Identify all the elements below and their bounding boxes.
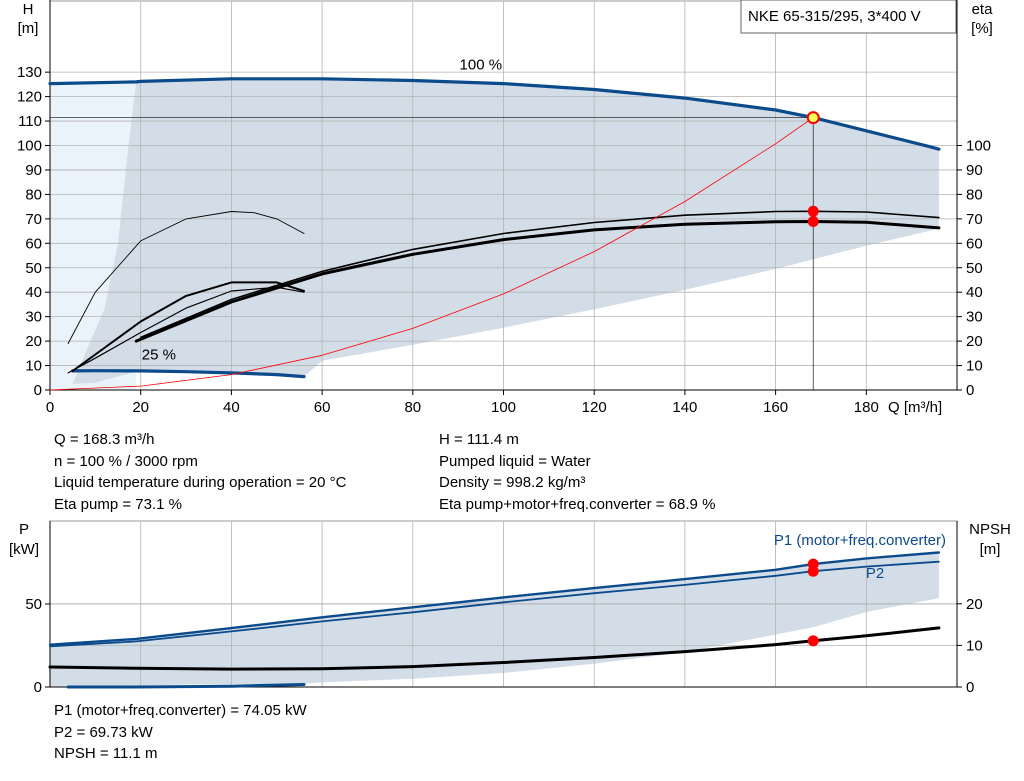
head-efficiency-plot: 0 20 40 60 80 100 120 140 160 1800102030405060708… <box>17 0 993 416</box>
curve-head-1 <box>71 369 306 379</box>
operating-range-area-bottom <box>50 552 939 687</box>
y-axis-unit: [kW] <box>9 541 39 558</box>
legend-p2: P2 <box>866 565 884 582</box>
operating-point-marker <box>806 111 820 125</box>
y-tick-label: 30 <box>25 309 42 326</box>
info-top-right: H = 111.4 m Pumped liquid = Water Densit… <box>439 429 715 515</box>
y-tick-label: 0 <box>34 382 42 399</box>
y2-tick-label: 70 <box>966 211 983 228</box>
y-tick-label: 80 <box>25 186 42 203</box>
y2-tick-label: 10 <box>966 637 983 654</box>
y-tick-label: 90 <box>25 162 42 179</box>
y2-axis-unit: [m] <box>980 541 1001 558</box>
info-p2: P2 = 69.73 kW <box>54 723 153 741</box>
legend-p1: P1 (motor+freq.converter) <box>774 532 946 549</box>
y2-tick-label: 90 <box>966 162 983 179</box>
y2-tick-label: 80 <box>966 186 983 203</box>
x-tick-label: 160 <box>763 399 788 416</box>
y2-tick-label: 20 <box>966 333 983 350</box>
curve-eta-thin-right-2 <box>139 210 940 339</box>
curve-label-0: 100 % <box>460 57 503 74</box>
y-tick-label: 70 <box>25 211 42 228</box>
eta-total-marker <box>807 216 819 228</box>
y2-tick-label: 30 <box>966 309 983 326</box>
x-tick-label: 0 <box>46 399 54 416</box>
info-eta-pump: Eta pump = 73.1 % <box>54 495 182 513</box>
info-flow: Q = 168.3 m³/h <box>54 431 155 448</box>
curve-power-0 <box>48 551 941 646</box>
operating-range-area <box>72 78 939 384</box>
curve-npsh-2 <box>48 626 941 671</box>
info-bottom: P1 (motor+freq.converter) = 74.05 kW P2 … <box>54 700 307 765</box>
x-tick-label: 80 <box>404 399 421 416</box>
y-tick-label: 50 <box>25 260 42 277</box>
p2-marker <box>807 565 819 577</box>
curve-eta-thick-low-4 <box>71 281 305 372</box>
curve-low-power-3 <box>66 683 306 689</box>
y2-axis-label: NPSH <box>969 521 1011 538</box>
eta-pump-marker <box>807 205 819 217</box>
info-speed: n = 100 % / 3000 rpm <box>54 452 198 470</box>
curve-label-1: 25 % <box>142 346 176 363</box>
info-top-left: Q = 168.3 m³/h n = 100 % / 3000 rpm Liqu… <box>54 429 346 515</box>
info-density: Density = 998.2 kg/m³ <box>439 474 586 491</box>
info-pumped-liquid: Pumped liquid = Water <box>439 452 591 470</box>
y2-axis-label: eta <box>972 1 994 18</box>
y-tick-label: 120 <box>17 89 42 106</box>
info-p1: P1 (motor+freq.converter) = 74.05 kW <box>54 702 307 719</box>
x-tick-label: 20 <box>132 399 149 416</box>
x-tick-label: 140 <box>672 399 697 416</box>
y-tick-label: 20 <box>25 333 42 350</box>
y2-tick-label: 60 <box>966 235 983 252</box>
curve-eta-thin-arc-6 <box>67 211 305 344</box>
curve-eta-thick-right-3 <box>134 220 941 343</box>
info-eta-total: Eta pump+motor+freq.converter = 68.9 % <box>439 495 716 513</box>
y-tick-label: 130 <box>17 64 42 81</box>
y-tick-label: 60 <box>25 235 42 252</box>
y2-tick-label: 50 <box>966 260 983 277</box>
info-npsh: NPSH = 11.1 m <box>54 745 158 762</box>
y-tick-label: 110 <box>18 113 42 130</box>
x-tick-label: 100 <box>491 399 516 416</box>
y2-tick-label: 40 <box>966 284 983 301</box>
y2-axis-unit: [%] <box>971 20 993 37</box>
y-tick-label: 0 <box>34 679 42 696</box>
curve-head-0 <box>48 77 941 151</box>
x-tick-label: 40 <box>223 399 240 416</box>
x-tick-label: 120 <box>582 399 607 416</box>
y-axis-label: H <box>23 1 34 18</box>
y2-tick-label: 0 <box>966 382 974 399</box>
power-npsh-plot: 0 50 0 10 20 P [kW] NPSH [m] P1 (motor+freq.conve… <box>9 520 1011 696</box>
x-tick-label: 180 <box>854 399 879 416</box>
y-tick-label: 100 <box>17 138 42 155</box>
curve-system-curve-7 <box>49 117 814 391</box>
curve-power-1 <box>49 560 940 648</box>
y-tick-label: 40 <box>25 284 42 301</box>
x-tick-label: 60 <box>314 399 331 416</box>
y2-tick-label: 0 <box>966 679 974 696</box>
curve-eta-thin-low-5 <box>67 286 305 374</box>
info-head: H = 111.4 m <box>439 431 519 448</box>
y-axis-label: P <box>19 521 29 538</box>
y-tick-label: 50 <box>25 596 42 613</box>
y2-tick-label: 10 <box>966 358 983 375</box>
title-box <box>740 0 957 34</box>
chart-title: NKE 65-315/295, 3*400 V <box>748 8 921 25</box>
npsh-marker <box>807 635 819 647</box>
y2-tick-label: 20 <box>966 596 983 613</box>
y2-tick-label: 100 <box>966 138 991 155</box>
y-tick-label: 10 <box>25 358 42 375</box>
y-axis-unit: [m] <box>18 20 39 37</box>
x-axis-label: Q [m³/h] <box>888 399 942 416</box>
info-liquid-temperature: Liquid temperature during operation = 20… <box>54 474 347 491</box>
